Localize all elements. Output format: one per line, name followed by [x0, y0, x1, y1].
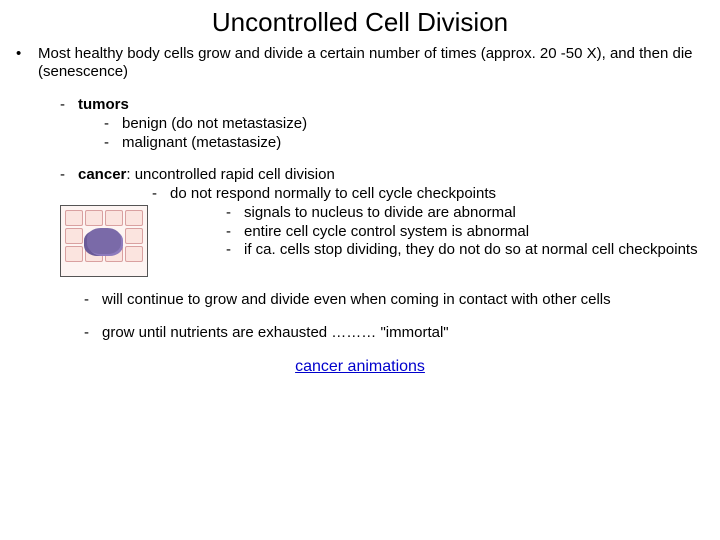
- cancer-sub2-2: if ca. cells stop dividing, they do not …: [244, 241, 698, 260]
- cancer-block: - cancer: uncontrolled rapid cell divisi…: [16, 166, 704, 342]
- cancer-after-0: will continue to grow and divide even wh…: [102, 291, 611, 310]
- tumors-block: - tumors - benign (do not metastasize) -…: [16, 96, 704, 152]
- tumors-heading: tumors: [78, 96, 129, 115]
- dash-icon: -: [60, 96, 78, 115]
- cancer-heading-rest: : uncontrolled rapid cell division: [126, 166, 334, 183]
- bullet-dot-icon: •: [16, 45, 38, 83]
- dash-icon: -: [104, 115, 122, 134]
- cancer-animations-link[interactable]: cancer animations: [16, 357, 704, 377]
- cancer-sub2-1: entire cell cycle control system is abno…: [244, 223, 529, 242]
- cancer-sub1: do not respond normally to cell cycle ch…: [170, 185, 496, 204]
- tumor-benign: benign (do not metastasize): [122, 115, 307, 134]
- dash-icon: -: [60, 166, 78, 185]
- dash-icon: -: [226, 241, 244, 260]
- cancer-cells-image: [60, 205, 148, 277]
- main-bullet-text: Most healthy body cells grow and divide …: [38, 45, 704, 83]
- dash-icon: -: [226, 223, 244, 242]
- dash-icon: -: [84, 324, 102, 343]
- tumor-malignant: malignant (metastasize): [122, 134, 281, 153]
- dash-icon: -: [152, 185, 170, 204]
- dash-icon: -: [226, 204, 244, 223]
- dash-icon: -: [84, 291, 102, 310]
- dash-icon: -: [104, 134, 122, 153]
- cancer-after-1: grow until nutrients are exhausted ……… "…: [102, 324, 449, 343]
- main-bullet-row: • Most healthy body cells grow and divid…: [16, 45, 704, 83]
- cancer-heading-bold: cancer: [78, 166, 126, 183]
- cancer-sub2-0: signals to nucleus to divide are abnorma…: [244, 204, 516, 223]
- slide-title: Uncontrolled Cell Division: [16, 6, 704, 39]
- cancer-heading: cancer: uncontrolled rapid cell division: [78, 166, 335, 185]
